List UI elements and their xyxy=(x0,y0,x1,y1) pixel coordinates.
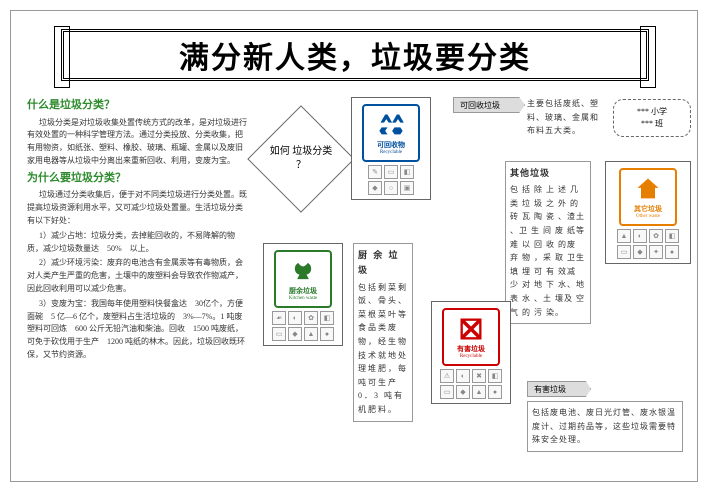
page-title: 满分新人类，垃圾要分类 xyxy=(179,33,531,77)
left-column: 什么是垃圾分类？ 垃圾分类是对垃圾收集处置传统方式的改革，是对垃圾进行有效处置的… xyxy=(27,95,247,364)
other-minigrid: ▲◐✿◧ ▭◆✦● xyxy=(610,229,686,259)
harmful-icon: 有害垃圾 Recyclable xyxy=(442,308,500,366)
harmful-cn: 有害垃圾 xyxy=(457,344,485,354)
other-en: Other waste xyxy=(636,214,660,219)
harmful-tab: 有害垃圾 xyxy=(527,381,591,397)
school-line: *** 小学 xyxy=(622,106,682,118)
class-line: *** 班 xyxy=(622,118,682,130)
recyclable-desc: 主要包括废纸、塑料、玻璃、金属和布料五大类。 xyxy=(527,97,599,138)
hex-text: 如何 垃圾分类 ？ xyxy=(264,145,338,173)
q1-title: 什么是垃圾分类？ xyxy=(27,97,247,115)
q2-para3: 2）减少环境污染：废弃的电池含有金属汞等有毒物质，会对人类产生严重的危害，土壤中… xyxy=(27,257,247,295)
kitchen-title: 厨 余 垃 圾 xyxy=(358,248,408,279)
recyclable-tab: 可回收垃圾 xyxy=(453,97,525,113)
class-box: *** 小学 *** 班 xyxy=(613,99,691,137)
title-banner: 满分新人类，垃圾要分类 xyxy=(61,29,649,81)
harmful-desc: 包括废电池、废日光灯管、废水银温度计、过期药品等，这些垃圾需要特殊安全处理。 xyxy=(532,408,676,444)
harmful-card: 有害垃圾 Recyclable ⚠◐✖◧ ▭◆▲● xyxy=(431,301,511,404)
harmful-minigrid: ⚠◐✖◧ ▭◆▲● xyxy=(436,369,506,399)
other-desc: 包 括 除 上 述 几类 垃 圾 之 外 的砖 瓦 陶 瓷 、渣土 、卫 生 间… xyxy=(510,185,585,316)
q2-para2: 1）减少占地：垃圾分类，去掉能回收的，不易降解的物质，减少垃圾数量达 50% 以… xyxy=(27,230,247,256)
kitchen-icon: 厨余垃圾 Kitchen waste xyxy=(274,250,332,308)
harmful-en: Recyclable xyxy=(460,354,482,359)
recyclable-card: 可回收物 Recyclable ✎▭◧ ◆○▣ xyxy=(351,97,431,200)
other-icon: 其它垃圾 Other waste xyxy=(619,168,677,226)
harmful-desc-box: 包括废电池、废日光灯管、废水银温度计、过期药品等，这些垃圾需要特殊安全处理。 xyxy=(527,401,683,452)
recyclable-en: Recyclable xyxy=(380,150,402,155)
other-card: 其它垃圾 Other waste ▲◐✿◧ ▭◆✦● xyxy=(605,161,691,264)
q2-title: 为什么要垃圾分类？ xyxy=(27,170,247,188)
other-cn: 其它垃圾 xyxy=(634,204,662,214)
q2-para1: 垃圾通过分类收集后，便于对不同类垃圾进行分类处置。既提高垃圾资源利用水平，又可减… xyxy=(27,189,247,227)
center-hexagon: 如何 垃圾分类 ？ xyxy=(247,105,354,212)
other-title: 其他垃圾 xyxy=(510,166,586,181)
kitchen-desc: 包括剩菜剩饭、骨头、菜根菜叶等食品类废物，经生物技术就地处理堆肥，每吨可生产 0… xyxy=(358,283,408,414)
page-frame: 满分新人类，垃圾要分类 什么是垃圾分类？ 垃圾分类是对垃圾收集处置传统方式的改革… xyxy=(10,10,698,482)
recyclable-icon: 可回收物 Recyclable xyxy=(362,104,420,162)
q1-para: 垃圾分类是对垃圾收集处置传统方式的改革，是对垃圾进行有效处置的一种科学管理方法。… xyxy=(27,117,247,168)
recyclable-minigrid: ✎▭◧ ◆○▣ xyxy=(356,165,426,195)
kitchen-minigrid: ☙◐✿◧ ▭◆▲● xyxy=(268,311,338,341)
q2-para4: 3）变废为宝：我国每年使用塑料快餐盒达 30亿个，方便面碗 5 亿—6 亿个，废… xyxy=(27,298,247,362)
kitchen-card: 厨余垃圾 Kitchen waste ☙◐✿◧ ▭◆▲● xyxy=(263,243,343,346)
kitchen-cn: 厨余垃圾 xyxy=(289,286,317,296)
kitchen-en: Kitchen waste xyxy=(289,296,317,301)
kitchen-desc-box: 厨 余 垃 圾 包括剩菜剩饭、骨头、菜根菜叶等食品类废物，经生物技术就地处理堆肥… xyxy=(353,243,413,422)
other-desc-box: 其他垃圾 包 括 除 上 述 几类 垃 圾 之 外 的砖 瓦 陶 瓷 、渣土 、… xyxy=(505,161,591,324)
recyclable-cn: 可回收物 xyxy=(377,140,405,150)
